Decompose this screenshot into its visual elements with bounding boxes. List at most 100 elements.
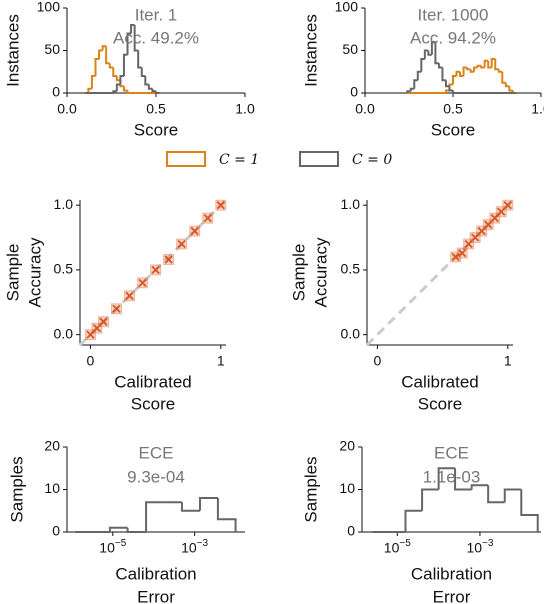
point-cross: [477, 226, 486, 236]
x-tick-label: 0: [374, 353, 382, 369]
legend-swatch: [299, 151, 339, 167]
y-axis-label: Samples: [301, 456, 320, 522]
panel: 0 1 0.0 0.5 1.0 Sample Accuracy Calibrated Score: [3, 196, 228, 413]
point-cross: [203, 213, 212, 223]
histogram-bin: [444, 89, 450, 93]
histogram-bin: [115, 83, 121, 92]
y-tick-label: 100: [335, 0, 359, 15]
point-cross: [490, 213, 499, 223]
histogram-bin: [434, 42, 439, 65]
y-tick-label: 0.5: [341, 261, 361, 277]
y-tick-label: 50: [342, 41, 358, 57]
histogram-bin: [112, 67, 117, 77]
calibration-point: [91, 322, 103, 334]
histogram-bin: [466, 67, 471, 71]
calibration-point: [189, 225, 201, 237]
calibration-point: [150, 264, 162, 276]
x-tick-label: 1.0: [531, 101, 544, 117]
x-tick-label: 0.5: [443, 101, 463, 117]
calibration-point: [482, 219, 494, 231]
panel: 0.0 0.5 1.0 0 50 100 Instances Score Iter. 1 Acc.…: [3, 0, 254, 139]
x-axis-label: Error: [137, 587, 175, 604]
y-axis-label: Instances: [3, 14, 22, 87]
y-tick-label: 100: [37, 0, 61, 15]
x-axis-label: Calibration: [115, 564, 196, 583]
calibration-point: [215, 199, 227, 211]
y-tick-label: 0.5: [54, 261, 74, 277]
y-axis-label: Sample: [289, 244, 308, 302]
annotation: Iter. 1000: [418, 5, 489, 24]
calibration-point: [495, 206, 507, 218]
panel: 10−5 10−3 0 10 20 Samples Calibration Error ECE 1…: [301, 438, 541, 604]
histogram-bin: [454, 468, 472, 491]
point-cross: [497, 207, 506, 216]
histogram-bin: [126, 32, 132, 55]
histogram-bin: [504, 82, 510, 88]
y-tick-label: 1.0: [341, 196, 361, 212]
x-axis-label: Score: [134, 120, 178, 139]
histogram-bin: [198, 497, 218, 511]
histogram-bin: [90, 75, 96, 89]
histogram-bin: [108, 526, 128, 532]
histogram-bin: [452, 90, 457, 94]
legend-swatch: [166, 151, 206, 167]
y-tick-label: 20: [339, 438, 355, 454]
histogram-bin: [216, 498, 237, 532]
x-tick-label: 10−5: [384, 538, 411, 556]
histogram-bin: [490, 58, 496, 68]
histogram-bin: [459, 71, 464, 77]
x-tick-label: 0.0: [355, 101, 375, 117]
histogram-bin: [122, 53, 128, 76]
histogram-bin: [137, 50, 142, 69]
histogram-bin: [427, 50, 432, 56]
histogram-bin: [112, 90, 117, 93]
calibration-point: [137, 277, 149, 289]
x-tick-label: 10−3: [181, 538, 208, 556]
histogram-bin: [483, 59, 489, 68]
histogram-bin: [503, 488, 522, 503]
calibration-point: [97, 316, 109, 328]
point-cross: [216, 201, 225, 210]
histogram-bin: [98, 49, 103, 59]
point-cross: [92, 324, 102, 333]
histogram-bin: [144, 76, 149, 86]
histogram-bin: [497, 69, 503, 73]
calibration-point: [202, 212, 214, 224]
histogram-bin: [470, 484, 489, 490]
point-cross: [138, 278, 147, 287]
point-cross: [190, 226, 199, 236]
x-tick-label: 1: [217, 353, 225, 369]
annotation: Acc. 94.2%: [410, 28, 496, 47]
histogram-bin: [437, 467, 456, 490]
calibration-point: [163, 254, 175, 266]
legend: C = 1 C = 0: [166, 151, 392, 168]
calibration-point: [450, 251, 462, 263]
legend-label: C = 1: [219, 152, 259, 168]
histogram-bin: [480, 65, 485, 69]
x-axis-label: Calibrated: [401, 372, 479, 391]
y-axis-label: Samples: [7, 456, 26, 522]
histogram-bin: [501, 71, 506, 84]
histogram-bin: [520, 489, 539, 532]
y-axis-label: Accuracy: [311, 237, 330, 307]
histogram-bin: [409, 87, 415, 92]
histogram-bin: [430, 41, 436, 55]
point-cross: [458, 248, 467, 258]
panel: 10−5 10−3 0 10 20 Samples Calibration Error ECE 9…: [7, 438, 245, 604]
histogram-bin: [476, 64, 482, 68]
annotation: Iter. 1: [135, 5, 178, 24]
histogram-bin: [406, 90, 411, 93]
annotation: ECE: [139, 443, 174, 462]
x-axis-label: Calibration: [411, 564, 492, 583]
x-tick-label: 1: [504, 353, 512, 369]
y-axis-label: Sample: [3, 244, 22, 302]
histogram-bin: [94, 58, 100, 76]
histogram-bin: [421, 488, 439, 511]
histogram-bin: [105, 46, 110, 65]
y-tick-label: 0: [52, 84, 60, 100]
x-tick-label: 10−5: [99, 538, 126, 556]
y-tick-label: 1.0: [54, 196, 74, 212]
x-tick-label: 10−3: [466, 538, 493, 556]
point-cross: [112, 304, 121, 313]
